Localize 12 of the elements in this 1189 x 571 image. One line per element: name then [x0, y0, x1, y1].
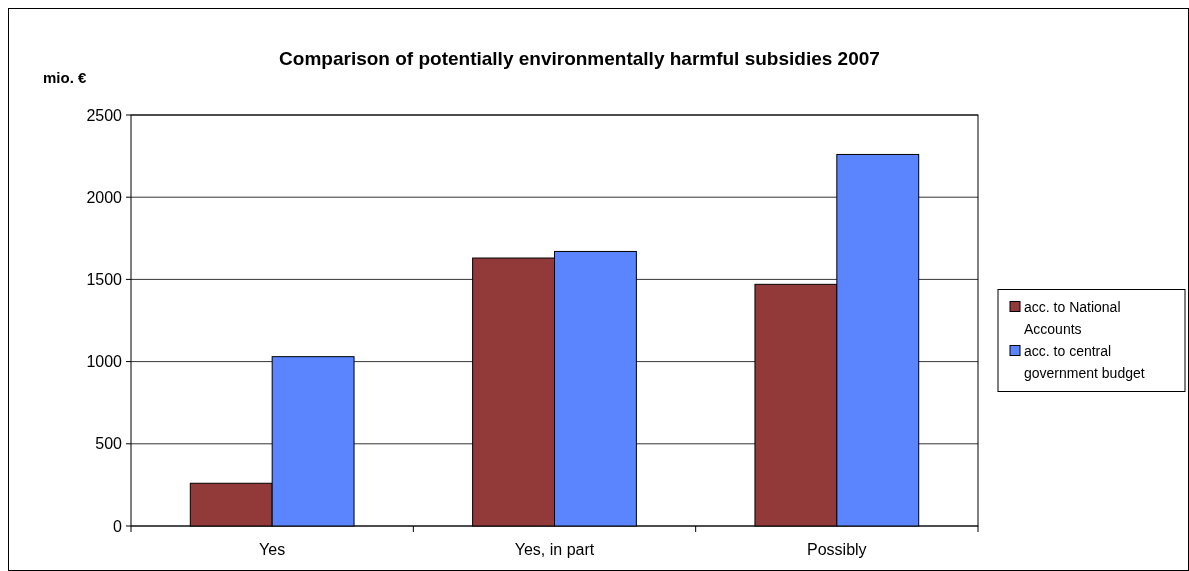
- y-tick-label: 500: [95, 435, 123, 453]
- y-tick-label: 1500: [86, 271, 123, 288]
- y-tick-label: 2000: [86, 188, 123, 206]
- y-tick-label: 0: [113, 517, 123, 535]
- y-axis-title: mio. €: [43, 69, 87, 86]
- y-tick-label: 2500: [86, 106, 123, 124]
- y-tick-label: 1000: [86, 353, 123, 371]
- legend-label: acc. to central government budget: [1024, 342, 1145, 381]
- chart-title: Comparison of potentially environmentally harmful subsidies 2007: [279, 48, 880, 69]
- x-tick-label: Yes, in part: [514, 541, 595, 558]
- x-tick-label: Possibly: [807, 541, 867, 558]
- x-tick-label: Yes: [259, 541, 286, 558]
